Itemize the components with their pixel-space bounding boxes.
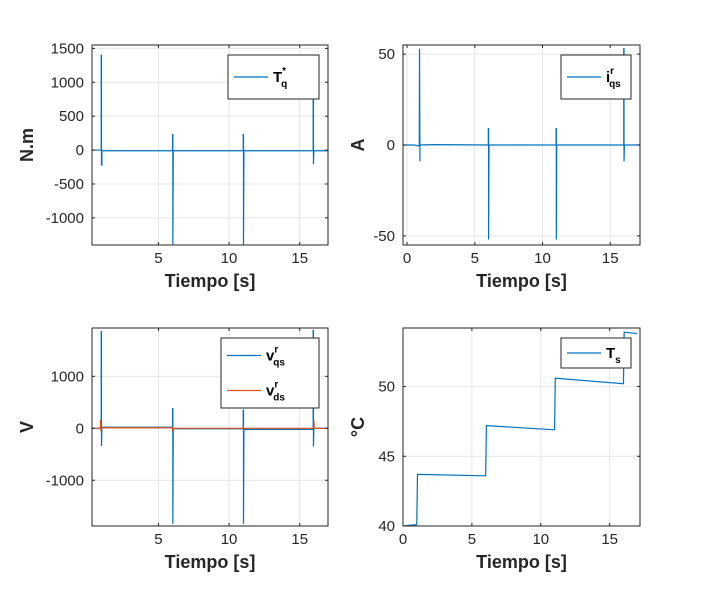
legend-entry: Ts [606,345,621,366]
y-tick-label: 40 [378,518,395,535]
x-tick-label: 5 [154,250,162,267]
x-tick-label: 5 [471,250,479,267]
y-tick-label: 1000 [51,74,84,91]
axes-box [402,327,641,527]
y-tick-label: -500 [54,176,84,193]
y-tick-label: 1500 [51,40,84,57]
axes-box [91,327,329,527]
legend-entry: T* q [273,66,287,90]
y-axis-label: °C [348,417,368,437]
x-axis-label: Tiempo [s] [165,271,256,291]
y-axis-label: N.m [17,128,37,162]
legend: Ts [560,337,632,369]
series-line [403,48,640,240]
series-line [92,419,328,431]
subplot-torque: 5 10 15 -1000 -500 0 500 1000 1500 Tiempo [s] N.m T… [17,40,329,291]
y-tick-label: 45 [378,448,395,465]
x-tick-label: 0 [403,250,411,267]
x-tick-label: 10 [221,250,238,267]
x-tick-label: 0 [399,531,407,548]
legend: vr qs vr ds [220,337,320,409]
y-axis-label: A [348,139,368,152]
x-tick-label: 15 [601,531,618,548]
legend: ir qs [560,54,632,100]
y-tick-label: 50 [378,379,395,396]
subplot-temperature: 0 5 10 15 40 45 50 Tiempo [s] °C Ts [348,327,641,572]
y-axis-label: V [17,421,37,433]
y-tick-label: 0 [76,142,84,159]
legend: T* q [227,54,320,100]
y-tick-label: 500 [59,108,84,125]
legend-entry: ir qs [606,66,621,90]
x-axis-label: Tiempo [s] [165,552,256,572]
x-axis-label: Tiempo [s] [476,552,567,572]
y-tick-label: 0 [387,137,395,154]
legend-box [220,337,320,409]
x-tick-label: 15 [291,531,308,548]
x-axis-label: Tiempo [s] [476,271,567,291]
x-tick-label: 5 [468,531,476,548]
legend-entry: vr ds [266,380,285,404]
x-tick-label: 5 [154,531,162,548]
y-tick-label: 1000 [51,368,84,385]
y-tick-label: -1000 [46,210,84,227]
y-tick-label: 50 [378,46,395,63]
y-tick-label: 0 [76,420,84,437]
y-tick-label: -50 [373,228,395,245]
subplot-voltage: 5 10 15 -1000 0 1000 Tiempo [s] Vvr qs vr ds [17,327,329,572]
legend-entry: vr qs [266,345,285,369]
subplot-current: 0 5 10 15 -50 0 50 Tiempo [s] Air qs [348,44,641,291]
y-tick-label: -1000 [46,472,84,489]
x-tick-label: 15 [291,250,308,267]
axes-box [91,44,329,246]
x-tick-label: 10 [532,531,549,548]
x-tick-label: 15 [602,250,619,267]
x-tick-label: 10 [221,531,238,548]
x-tick-label: 10 [534,250,551,267]
